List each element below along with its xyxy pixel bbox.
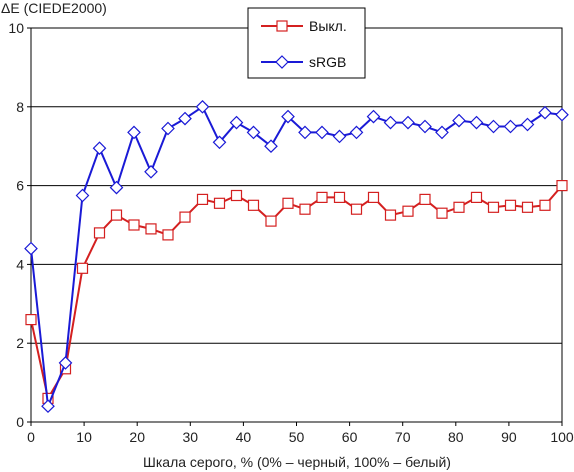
data-point-s2-3	[75, 188, 90, 203]
x-tick-label-10: 100	[550, 429, 574, 445]
data-point-s1-16	[299, 203, 311, 215]
data-point-s1-9	[179, 211, 191, 223]
series-1	[25, 180, 568, 404]
data-point-s1-29	[521, 201, 534, 213]
x-tick-label-6: 60	[342, 429, 358, 445]
data-point-s1-22	[402, 205, 414, 217]
x-axis-ticks: 0 10 20 30 40 50 60 70 80 90 100	[27, 422, 574, 445]
legend-marker-series-2	[275, 55, 289, 69]
data-point-s2-12	[229, 115, 244, 130]
data-point-s1-15	[282, 197, 294, 209]
data-point-s2-25	[452, 113, 466, 128]
data-point-s1-26	[470, 191, 483, 203]
data-point-s2-8	[161, 121, 175, 136]
series-line-2	[30, 105, 563, 408]
x-axis-label: Шкала серого, % (0% – черный, 100% – бел…	[143, 454, 451, 470]
y-axis-ticks: 0 2 4 6 8 10	[8, 20, 31, 430]
data-point-s2-24	[435, 125, 449, 140]
data-point-s1-6	[128, 219, 140, 231]
data-point-s2-26	[469, 115, 484, 130]
y-tick-label-5: 10	[8, 20, 24, 36]
x-tick-label-5: 50	[289, 429, 305, 445]
data-point-s2-22	[401, 115, 415, 130]
data-point-s1-14	[265, 215, 277, 227]
y-tick-label-3: 6	[16, 178, 24, 194]
data-point-s1-7	[145, 223, 157, 235]
series-line-1	[30, 184, 563, 400]
data-point-s2-0	[24, 241, 38, 256]
data-point-s2-29	[520, 117, 535, 132]
data-point-s2-4	[92, 141, 107, 156]
data-point-s2-31	[555, 107, 569, 122]
y-tick-label-0: 0	[16, 414, 24, 430]
data-point-s1-5	[110, 209, 123, 221]
data-point-s2-15	[281, 109, 295, 124]
data-point-s1-31	[556, 180, 568, 192]
data-point-s1-0	[25, 314, 37, 326]
data-point-s2-17	[315, 125, 329, 140]
x-tick-label-2: 20	[129, 429, 145, 445]
legend-label-series-2: sRGB	[309, 54, 346, 70]
series-layer	[24, 99, 569, 414]
data-point-s1-3	[76, 262, 89, 274]
data-point-s2-18	[332, 129, 347, 144]
data-point-s2-11	[212, 135, 227, 150]
legend: Выкл. sRGB	[247, 7, 366, 79]
plot-area	[30, 27, 563, 423]
data-point-s1-21	[384, 209, 397, 221]
data-point-s1-25	[453, 201, 465, 213]
y-tick-label-1: 2	[16, 335, 24, 351]
data-point-s1-10	[196, 193, 209, 205]
data-point-s2-1	[41, 399, 55, 414]
data-point-s2-20	[366, 109, 381, 124]
legend-label-series-1: Выкл.	[309, 18, 347, 34]
data-point-s2-7	[144, 164, 158, 179]
data-point-s1-30	[539, 199, 551, 211]
data-point-s2-16	[298, 125, 312, 140]
data-point-s1-18	[333, 191, 346, 203]
data-point-s2-28	[503, 119, 518, 134]
data-point-s1-4	[93, 227, 106, 239]
data-point-s2-10	[195, 99, 210, 114]
data-point-s2-9	[178, 111, 192, 126]
data-point-s1-8	[162, 229, 174, 241]
x-tick-label-7: 70	[395, 429, 411, 445]
data-point-s1-20	[367, 191, 380, 203]
data-point-s2-6	[127, 125, 141, 140]
x-tick-label-0: 0	[27, 429, 35, 445]
grid	[31, 27, 562, 423]
data-point-s1-23	[419, 193, 431, 205]
x-tick-label-3: 30	[183, 429, 199, 445]
y-tick-label-2: 4	[16, 256, 24, 272]
y-tick-label-4: 8	[16, 99, 24, 115]
data-point-s2-27	[486, 119, 501, 134]
data-point-s2-13	[246, 125, 261, 140]
data-point-s1-11	[213, 197, 226, 209]
data-point-s1-19	[350, 203, 363, 215]
data-point-s2-23	[418, 119, 432, 134]
x-tick-label-1: 10	[76, 429, 92, 445]
data-point-s2-14	[264, 139, 278, 154]
legend-marker-series-1	[276, 20, 288, 32]
x-tick-label-9: 90	[501, 429, 517, 445]
data-point-s1-27	[487, 201, 500, 213]
data-point-s2-19	[349, 125, 364, 140]
data-point-s2-5	[109, 180, 124, 195]
data-point-s2-21	[383, 115, 398, 130]
series-2	[24, 99, 569, 414]
data-point-s2-30	[538, 105, 552, 120]
data-point-s1-17	[316, 191, 328, 203]
data-point-s1-13	[247, 199, 260, 211]
data-point-s1-12	[230, 189, 243, 202]
x-tick-label-8: 80	[448, 429, 464, 445]
data-point-s1-28	[504, 199, 517, 211]
data-point-s2-2	[58, 356, 73, 370]
x-tick-label-4: 40	[236, 429, 252, 445]
data-point-s1-24	[436, 207, 448, 219]
legend-box	[247, 7, 366, 79]
y-axis-label: ΔE (CIEDE2000)	[1, 0, 107, 16]
